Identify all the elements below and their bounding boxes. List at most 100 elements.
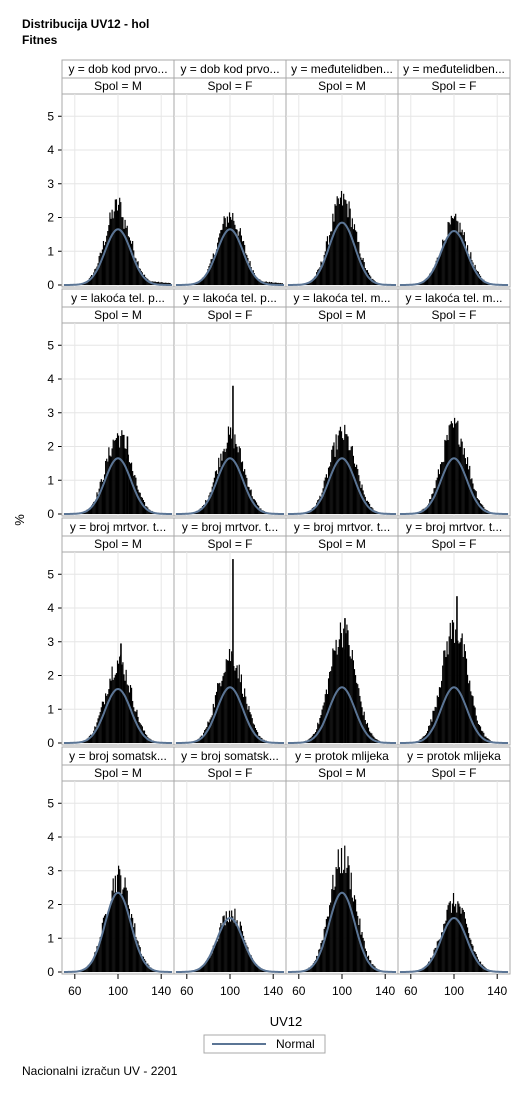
- histogram-bar: [100, 936, 102, 972]
- histogram-bar: [339, 426, 342, 514]
- histogram-bar: [115, 673, 118, 743]
- histogram-panel: y = protok mlijeka Spol = M: [285, 746, 399, 975]
- histogram-bar: [205, 728, 207, 743]
- histogram-bar: [83, 969, 85, 972]
- histogram-bar: [473, 267, 475, 285]
- histogram-bar: [462, 909, 464, 972]
- histogram-bar: [204, 504, 206, 514]
- histogram-bar: [231, 910, 233, 972]
- panel-header-spol-label: Spol = M: [318, 308, 366, 322]
- histogram-bar: [354, 466, 357, 514]
- histogram-bar: [340, 431, 343, 514]
- histogram-bar: [463, 448, 465, 514]
- histogram-bar: [221, 229, 223, 285]
- histogram-bar: [127, 236, 129, 285]
- histogram-bar: [120, 202, 122, 285]
- histogram-bar: [312, 507, 315, 514]
- histogram-bar: [121, 664, 123, 743]
- histogram-bar: [446, 641, 448, 743]
- histogram-bar: [138, 492, 140, 514]
- x-axis-label: UV12: [270, 1014, 303, 1029]
- histogram-bar: [218, 237, 220, 285]
- histogram-bar: [460, 638, 462, 743]
- normal-curve: [64, 687, 172, 744]
- histogram-bar: [218, 938, 220, 972]
- histogram-bar: [242, 241, 245, 285]
- histogram-bar: [234, 434, 236, 514]
- histogram-bar: [451, 903, 454, 972]
- histogram-bar: [441, 462, 443, 514]
- histogram-bar: [218, 683, 220, 743]
- histogram-bar: [85, 968, 87, 972]
- histogram-bar: [425, 506, 428, 514]
- histogram-panel: y = lakoća tel. p... Spol = M: [61, 288, 175, 517]
- normal-curve: [288, 686, 396, 744]
- histogram-bar: [345, 633, 347, 743]
- histogram-bar: [108, 909, 110, 972]
- histogram-bar: [207, 958, 209, 972]
- histogram-bar: [138, 268, 140, 285]
- histogram-bar: [364, 948, 366, 972]
- histogram-bar: [220, 453, 222, 514]
- histogram-bar: [455, 213, 457, 285]
- histogram-bar: [245, 696, 247, 743]
- histogram-bar: [449, 901, 451, 972]
- histogram-bar: [472, 262, 474, 285]
- panel-header-variable-label: y = dob kod prvo...: [180, 62, 279, 76]
- histogram-bar: [462, 235, 464, 285]
- histogram-bar: [111, 890, 113, 972]
- histogram-bar: [315, 732, 317, 743]
- histogram-bar: [112, 439, 114, 514]
- histogram-bar: [434, 487, 436, 514]
- histogram-bar: [456, 422, 458, 514]
- histogram-bar: [241, 693, 244, 743]
- histogram-bar: [309, 281, 311, 285]
- histogram-bar: [361, 259, 363, 285]
- histogram-bar: [342, 647, 344, 743]
- histogram-bar: [209, 957, 211, 972]
- histogram-bar: [313, 276, 316, 285]
- histogram-bar: [317, 956, 319, 972]
- histogram-bar: [108, 225, 110, 285]
- histogram-bar: [279, 282, 281, 285]
- histogram-bar: [318, 949, 320, 972]
- histogram-bar: [233, 220, 235, 285]
- normal-curve: [400, 457, 508, 515]
- histogram-bar: [370, 506, 372, 514]
- histogram-bar: [118, 435, 120, 514]
- histogram-bar: [116, 874, 119, 972]
- histogram-bar: [138, 945, 140, 972]
- histogram-bar: [112, 878, 114, 972]
- histogram-bar: [124, 877, 126, 972]
- panel-header-spol-label: Spol = M: [94, 79, 142, 93]
- histogram-bar: [346, 434, 348, 514]
- histogram-bar: [349, 450, 351, 514]
- histogram-bar: [93, 957, 95, 972]
- histogram-bar: [466, 927, 469, 972]
- histogram-bar: [122, 889, 124, 972]
- histogram-bar: [139, 947, 141, 972]
- histogram-bar: [449, 224, 451, 285]
- histogram-bar: [461, 907, 463, 972]
- histogram-bar: [88, 508, 91, 514]
- histogram-bar: [473, 488, 475, 514]
- histogram-bar: [457, 420, 459, 514]
- normal-curve: [64, 457, 172, 515]
- histogram-bar: [236, 665, 238, 743]
- histogram-bar: [333, 890, 335, 972]
- histogram-bar: [435, 947, 437, 972]
- histogram-bar: [125, 227, 127, 285]
- histogram-bar: [434, 947, 436, 972]
- histogram-bar: [147, 963, 149, 972]
- histogram-bar: [139, 492, 141, 514]
- histogram-bar: [109, 455, 111, 514]
- histogram-bar: [337, 435, 339, 514]
- histogram-bar: [458, 643, 460, 743]
- histogram-bar: [102, 917, 105, 972]
- histogram-bar: [146, 278, 148, 285]
- histogram-bar: [438, 255, 441, 285]
- histogram-bar: [201, 506, 204, 514]
- histogram-bar: [226, 442, 228, 514]
- y-tick-label: 0: [47, 736, 54, 750]
- histogram-bar: [223, 216, 225, 285]
